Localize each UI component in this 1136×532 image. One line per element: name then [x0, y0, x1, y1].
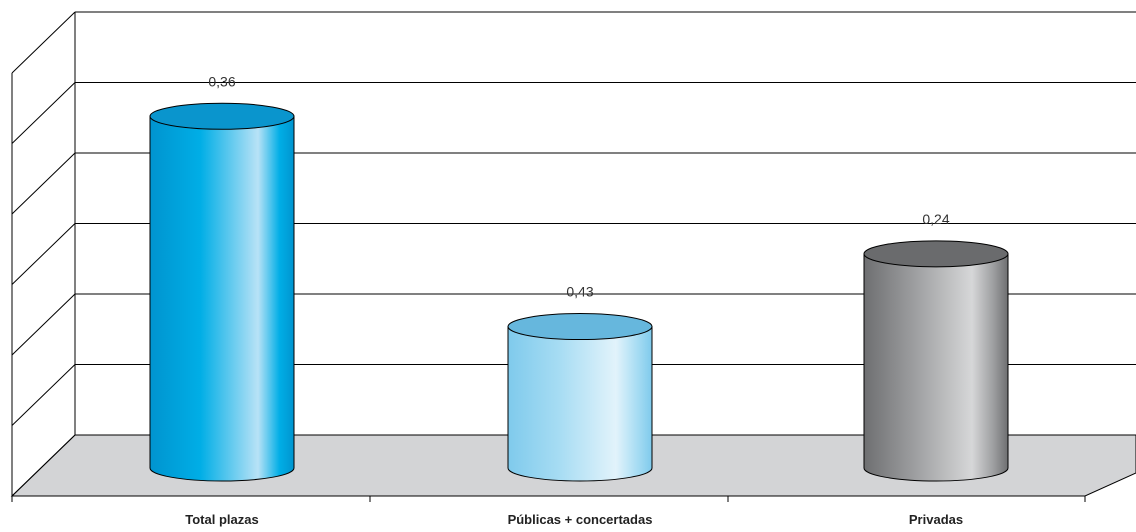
cylinder-bar — [149, 102, 295, 482]
category-label: Privadas — [909, 512, 963, 527]
data-label: 0,43 — [566, 284, 593, 300]
cylinder-body — [863, 253, 1009, 482]
cylinder-bar — [507, 313, 653, 482]
side-wall-line — [11, 434, 76, 497]
side-wall-line — [11, 11, 76, 74]
side-wall-line — [11, 364, 76, 426]
cylinder-bar — [863, 240, 1009, 482]
data-label: 0,36 — [208, 73, 235, 89]
cylinder-body — [149, 115, 295, 482]
labels-group: 0,36 Total plazas 0,43 Públicas + concertad… — [185, 73, 963, 527]
cylinder-body — [507, 326, 653, 482]
side-wall-line — [11, 293, 76, 356]
category-label: Públicas + concertadas — [508, 512, 653, 527]
cylinder-top — [863, 240, 1009, 268]
data-label: 0,24 — [922, 211, 949, 227]
cylinder-top — [507, 313, 653, 341]
category-label: Total plazas — [185, 512, 258, 527]
bars-group — [149, 102, 1009, 482]
side-wall-line — [11, 152, 76, 215]
side-wall-line — [11, 223, 76, 285]
cylinder-top — [149, 102, 295, 130]
side-wall-line — [11, 82, 76, 144]
